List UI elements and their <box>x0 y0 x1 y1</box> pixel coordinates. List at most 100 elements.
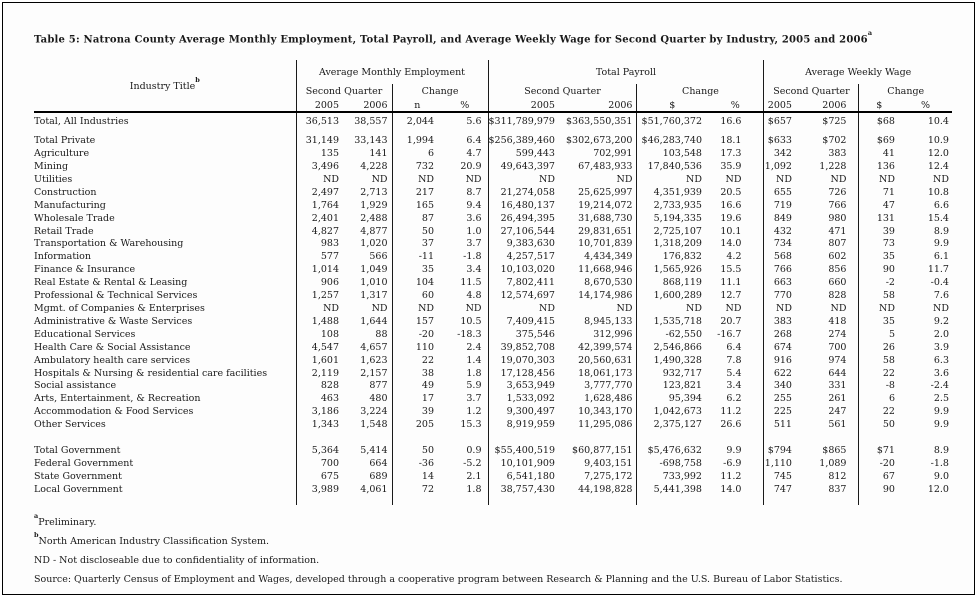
value-cell: 6.1 <box>933 251 949 263</box>
value-cell: 247 <box>828 406 847 418</box>
industry-title-cell: Construction <box>34 186 97 198</box>
subgroup-header-row: Second Quarter Change Second Quarter Cha… <box>34 84 952 99</box>
col-header-emp-pct: % <box>442 98 488 114</box>
value-cell: ND <box>616 173 633 185</box>
value-cell: 29,831,651 <box>578 225 633 237</box>
value-cell: 2,713 <box>360 186 388 198</box>
industry-title-cell: Manufacturing <box>34 199 106 211</box>
value-cell: 1,600,289 <box>636 290 707 304</box>
industry-title-cell: Hospitals & Nursing & residential care f… <box>34 367 268 379</box>
subheader-wage-change: Change <box>858 84 952 99</box>
value-cell: 58 <box>858 354 899 368</box>
value-cell: ND <box>371 303 388 315</box>
value-cell: 9.2 <box>933 315 949 327</box>
value-cell: 141 <box>369 148 388 160</box>
value-cell: 10.1 <box>720 225 742 237</box>
value-cell <box>295 432 344 446</box>
value-cell: 8,945,133 <box>584 315 633 327</box>
table-row: State Government 675 689 14 2.1 6,541,180 7,27… <box>34 470 952 484</box>
value-cell: 20.9 <box>460 161 482 173</box>
value-cell: -1.8 <box>463 251 482 263</box>
value-cell: ND <box>391 173 442 187</box>
value-cell: 4,657 <box>360 341 388 353</box>
value-cell <box>563 497 637 505</box>
value-cell: 9,403,151 <box>584 457 633 469</box>
value-cell: 719 <box>763 199 812 213</box>
value-cell: 11.2 <box>720 406 742 418</box>
value-cell: 2,119 <box>295 367 344 381</box>
value-cell: -8 <box>858 380 899 394</box>
value-cell: 1,535,718 <box>636 315 707 329</box>
value-cell: 1,764 <box>295 199 344 213</box>
value-cell: 261 <box>828 393 847 405</box>
value-cell: -2 <box>858 277 899 291</box>
value-cell: 31,688,730 <box>578 212 633 224</box>
value-cell: 689 <box>369 470 388 482</box>
industry-title-cell: Professional & Technical Services <box>34 290 198 302</box>
value-cell: 980 <box>828 212 847 224</box>
value-cell: 90 <box>858 483 899 497</box>
value-cell: ND <box>725 303 742 315</box>
value-cell: 88 <box>375 328 388 340</box>
value-cell: 67 <box>858 470 899 484</box>
value-cell <box>858 112 899 117</box>
value-cell <box>344 497 392 505</box>
value-cell: 664 <box>369 457 388 469</box>
value-cell: 5.4 <box>726 367 742 379</box>
value-cell: 1,042,673 <box>636 406 707 420</box>
footnote-naics: bNorth American Industry Classification … <box>34 531 974 548</box>
value-cell: -6.9 <box>723 457 742 469</box>
value-cell: -1.8 <box>930 457 949 469</box>
value-cell: 20.7 <box>720 315 742 327</box>
value-cell: 568 <box>763 251 812 265</box>
value-cell: 4.8 <box>466 290 482 302</box>
value-cell: $68 <box>858 116 899 130</box>
value-cell: 3,224 <box>360 406 388 418</box>
value-cell: 9.9 <box>933 419 949 431</box>
value-cell: ND <box>371 173 388 185</box>
footnote-marker: a <box>34 511 39 520</box>
value-cell: 702,991 <box>593 148 633 160</box>
value-cell: 26,494,395 <box>487 212 563 226</box>
value-cell: 7.6 <box>933 290 949 302</box>
spacer-row <box>34 129 952 136</box>
value-cell: 622 <box>763 367 812 381</box>
value-cell: 674 <box>763 341 812 355</box>
value-cell: 868,119 <box>636 277 707 291</box>
value-cell: 15.5 <box>720 264 742 276</box>
table-row: Educational Services 108 88 -20 -18.3 375,546… <box>34 328 952 342</box>
column-header-row: 2005 2006 n % 2005 2006 $ % 2005 2006 $ … <box>34 98 952 114</box>
value-cell: $51,760,372 <box>636 116 707 130</box>
value-cell: ND <box>636 173 707 187</box>
value-cell: 1,533,092 <box>487 393 563 407</box>
value-cell <box>763 432 812 446</box>
value-cell: 2,497 <box>295 186 344 200</box>
col-header-emp-n: n <box>391 98 442 114</box>
value-cell: 1,628,486 <box>584 393 633 405</box>
value-cell: 10.4 <box>927 116 949 128</box>
value-cell: $46,283,740 <box>636 135 707 149</box>
value-cell: $256,389,460 <box>487 135 563 149</box>
value-cell: 255 <box>763 393 812 407</box>
value-cell: 733,992 <box>636 470 707 484</box>
table-row: Health Care & Social Assistance 4,547 4,65… <box>34 341 952 355</box>
table-row: Agriculture 135 141 6 4.7 599,443 702,991 103,5… <box>34 148 952 162</box>
value-cell: 39 <box>858 225 899 239</box>
value-cell: 7,802,411 <box>487 277 563 291</box>
value-cell: 131 <box>858 212 899 226</box>
value-cell: 3,653,949 <box>487 380 563 394</box>
value-cell: ND <box>830 303 847 315</box>
value-cell: -62,550 <box>636 328 707 342</box>
value-cell: 67,483,933 <box>578 161 633 173</box>
table-row: Transportation & Warehousing 983 1,020 37 3.… <box>34 238 952 252</box>
footnote-preliminary: aPreliminary. <box>34 511 974 529</box>
value-cell: 663 <box>763 277 812 291</box>
value-cell: 1,490,328 <box>636 354 707 368</box>
value-cell: ND <box>830 173 847 185</box>
value-cell <box>563 432 637 445</box>
value-cell: $725 <box>822 116 847 128</box>
value-cell: 10.8 <box>927 186 949 198</box>
table-row: Arts, Entertainment, & Recreation 463 480 1… <box>34 393 952 407</box>
value-cell: 4.2 <box>726 251 742 263</box>
value-cell: 675 <box>295 470 344 484</box>
